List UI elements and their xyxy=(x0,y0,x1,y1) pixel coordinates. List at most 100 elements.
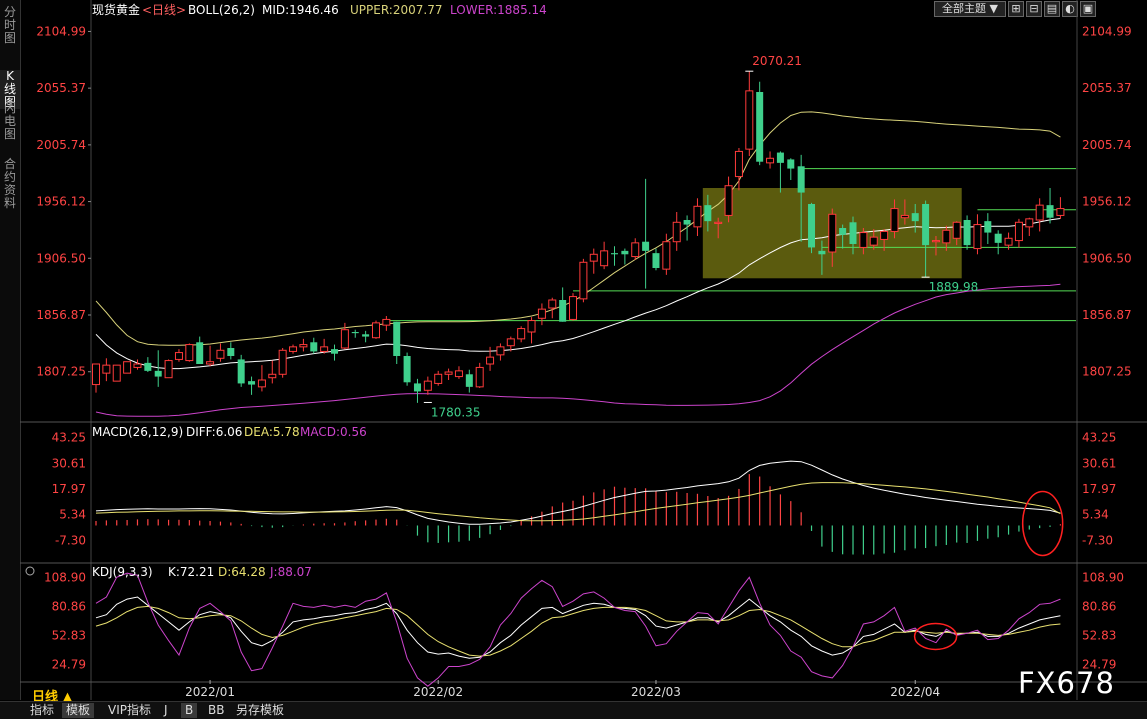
candle-body xyxy=(642,241,650,251)
y-tick-right: 1956.12 xyxy=(1082,195,1132,209)
candle-body xyxy=(310,342,318,352)
candle-body xyxy=(257,379,266,388)
pane-settings-icon xyxy=(25,566,35,576)
y-tick-left: 2055.37 xyxy=(36,81,86,95)
candle-body xyxy=(1035,204,1044,221)
candle-body xyxy=(984,221,992,233)
kdj-k-line xyxy=(95,596,1061,659)
y-tick-right: 1807.25 xyxy=(1082,365,1132,379)
candle-body xyxy=(196,342,204,364)
candle-body xyxy=(745,90,754,150)
candle-body xyxy=(714,221,723,224)
candle-body xyxy=(818,250,826,255)
candle-body xyxy=(465,374,473,387)
x-tick-label: 2022/02 xyxy=(413,685,463,699)
candle-body xyxy=(371,322,380,339)
candle-body xyxy=(278,349,287,375)
candle-body xyxy=(174,352,183,360)
candle-body xyxy=(1025,218,1034,228)
legend-period: <日线> xyxy=(142,3,186,17)
bottom-tab-6[interactable]: BB xyxy=(208,703,225,717)
macd-diff-line xyxy=(95,460,1061,525)
y-tick-left: 1956.12 xyxy=(36,195,86,209)
kdj-y-tick-right: 24.79 xyxy=(1082,658,1116,672)
candle-body xyxy=(486,356,495,365)
legend-lower: LOWER:1885.14 xyxy=(450,3,547,17)
candle-body xyxy=(931,240,940,243)
layout-icon[interactable]: ▤ xyxy=(1044,1,1060,17)
candle-body xyxy=(994,233,1002,243)
x-tick-label: 2022/04 xyxy=(890,685,940,699)
bottom-tab-1[interactable]: 指标 xyxy=(30,703,55,717)
candle-body xyxy=(185,344,194,362)
collapse-icon[interactable]: ⊟ xyxy=(1026,1,1042,17)
candle-body xyxy=(1004,237,1013,246)
candle-body xyxy=(849,222,857,244)
candle-body xyxy=(248,381,256,385)
candle-body xyxy=(776,152,784,163)
kdj-y-tick-left: 52.83 xyxy=(52,629,86,643)
candle-body xyxy=(890,208,899,232)
grid-view-icon[interactable]: ⊞ xyxy=(1008,1,1024,17)
candle-body xyxy=(600,250,609,267)
candle-body xyxy=(859,232,868,248)
sidebar-tab-1[interactable]: 分时图 xyxy=(3,5,16,45)
candle-body xyxy=(475,366,484,388)
boll-mid-line xyxy=(95,218,1061,370)
sidebar-tab-4[interactable]: 合约资料 xyxy=(3,157,16,210)
legend-indicator: BOLL(26,2) xyxy=(188,3,255,17)
bottom-tab-5[interactable]: B xyxy=(181,703,198,718)
watermark-logo: FX678 xyxy=(1018,666,1115,700)
candle-body xyxy=(1056,208,1065,216)
annotation-high: 2070.21 xyxy=(752,54,802,68)
sidebar-tab-3[interactable]: 闪电图 xyxy=(3,101,16,141)
boll-lower-line xyxy=(95,283,1061,417)
candle-body xyxy=(1046,205,1054,218)
chevron-down-icon: ▼ xyxy=(989,2,998,15)
y-tick-left: 1807.25 xyxy=(36,365,86,379)
macd-y-tick-left: -7.30 xyxy=(55,533,86,547)
candle-body xyxy=(413,383,421,392)
candle-body xyxy=(869,236,878,246)
bottom-tab-4[interactable]: J xyxy=(164,703,168,717)
candle-body xyxy=(963,220,971,246)
candle-body xyxy=(331,349,339,354)
bottom-tab-3[interactable]: VIP指标 xyxy=(108,703,151,717)
candle-body xyxy=(393,321,401,356)
macd-y-tick-right: 17.97 xyxy=(1082,482,1116,496)
candle-body xyxy=(911,213,919,222)
chart-canvas[interactable]: 2104.99 2104.99 2055.37 2055.37 2005.74 2005.… xyxy=(0,0,1147,700)
candle-body xyxy=(112,364,121,382)
candle-body xyxy=(92,363,100,386)
candle-body xyxy=(611,253,618,255)
macd-y-tick-right: -7.30 xyxy=(1082,533,1113,547)
candle-body xyxy=(1014,221,1023,242)
macd-y-tick-left: 43.25 xyxy=(52,431,86,445)
candle-body xyxy=(787,159,795,169)
kdj-highlight-circle xyxy=(913,622,958,651)
candle-body xyxy=(672,221,681,243)
candle-body xyxy=(496,346,505,356)
window-icon[interactable]: ▣ xyxy=(1080,1,1096,17)
candle-body xyxy=(299,344,308,348)
macd-y-tick-right: 5.34 xyxy=(1082,508,1109,522)
macd-y-tick-left: 30.61 xyxy=(52,456,86,470)
candle-body xyxy=(693,205,702,228)
candle-body xyxy=(952,221,961,239)
bottom-tab-2[interactable]: 模板 xyxy=(62,703,95,718)
candle-body xyxy=(237,359,245,384)
candle-body xyxy=(828,213,837,253)
boll-upper-line xyxy=(95,111,1061,346)
candle-body xyxy=(631,242,640,258)
y-tick-right: 2005.74 xyxy=(1082,138,1132,152)
bottom-tab-7[interactable]: 另存模板 xyxy=(236,703,285,717)
theme-dropdown[interactable]: 全部主题 ▼ xyxy=(934,1,1006,17)
candle-body xyxy=(144,362,152,371)
macd-y-tick-left: 5.34 xyxy=(59,508,86,522)
candle-body xyxy=(382,318,391,326)
macd-y-tick-right: 30.61 xyxy=(1082,456,1116,470)
candle-body xyxy=(922,204,930,246)
kdj-legend-d: D:64.28 xyxy=(218,565,266,579)
macd-highlight-circle xyxy=(1021,490,1064,557)
